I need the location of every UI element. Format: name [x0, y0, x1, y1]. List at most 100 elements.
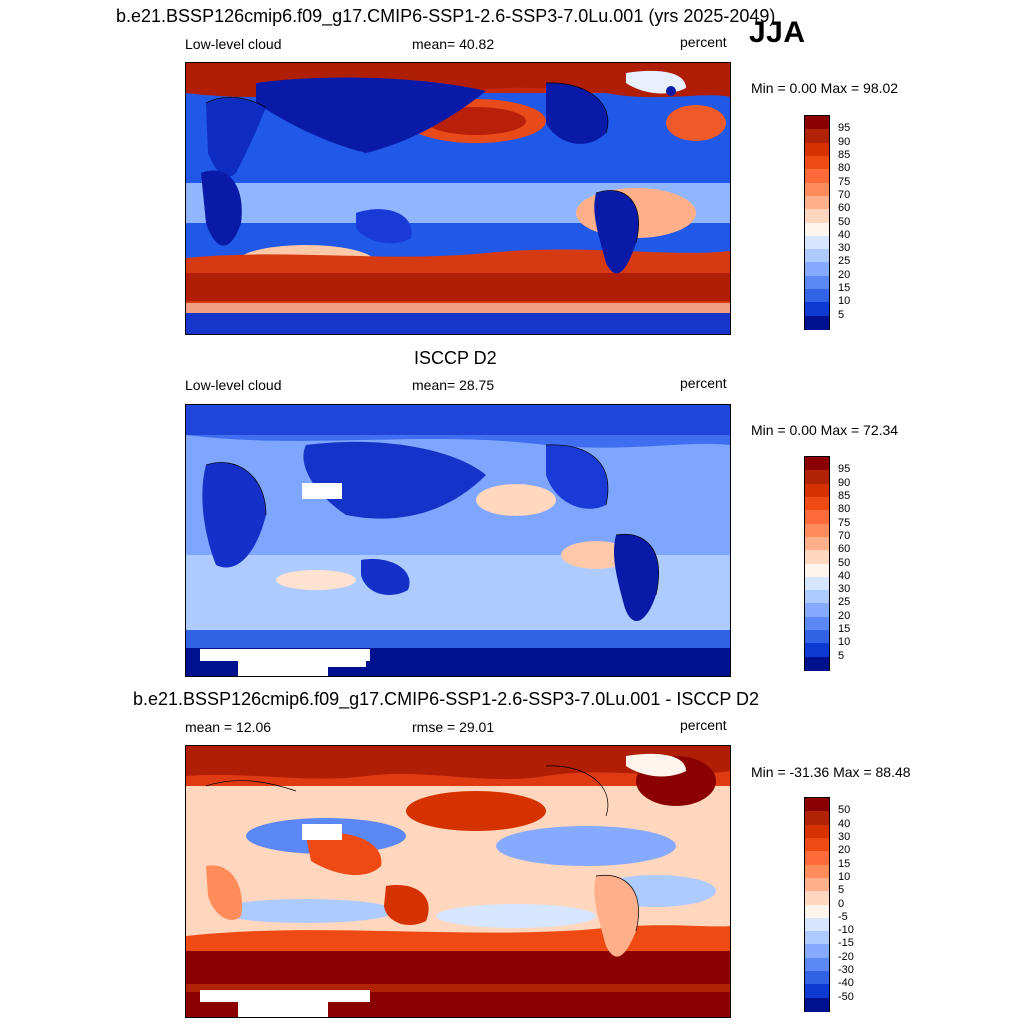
- colorbar-tick-label: 50: [838, 804, 851, 817]
- colorbar-tick-label: 5: [838, 649, 845, 662]
- panel1-units-label: percent: [680, 34, 727, 50]
- panel1-minmax: Min = 0.00 Max = 98.02: [751, 80, 899, 96]
- colorbar-swatch: [805, 997, 829, 1012]
- colorbar-swatch: [805, 603, 829, 618]
- colorbar-tick-label: -10: [838, 924, 854, 937]
- colorbar-swatch: [805, 811, 829, 826]
- colorbar-swatch: [805, 904, 829, 919]
- colorbar-swatch: [805, 169, 829, 184]
- colorbar-tick-label: 10: [838, 870, 851, 883]
- panel3-title: b.e21.BSSP126cmip6.f09_g17.CMIP6-SSP1-2.…: [133, 689, 760, 709]
- colorbar-swatch: [805, 798, 829, 812]
- colorbar-swatch: [805, 235, 829, 250]
- colorbar-tick-label: 30: [838, 242, 851, 255]
- colorbar-swatch: [805, 182, 829, 197]
- colorbar-swatch: [805, 496, 829, 511]
- panel1-map: [185, 62, 731, 335]
- colorbar-swatch: [805, 155, 829, 170]
- colorbar-swatch: [805, 275, 829, 290]
- colorbar-tick-label: 30: [838, 583, 851, 596]
- colorbar-swatch: [805, 643, 829, 658]
- season-label: JJA: [749, 16, 806, 49]
- colorbar-swatch: [805, 984, 829, 999]
- colorbar-swatch: [805, 195, 829, 210]
- panel2-mean-label: mean= 28.75: [412, 377, 495, 393]
- colorbar-swatch: [805, 536, 829, 551]
- colorbar-swatch: [805, 470, 829, 485]
- colorbar-tick-label: 50: [838, 215, 851, 228]
- colorbar-swatch: [805, 864, 829, 879]
- colorbar-swatch: [805, 576, 829, 591]
- colorbar-tick-label: -5: [838, 910, 848, 923]
- panel3-minmax: Min = -31.36 Max = 88.48: [751, 764, 911, 780]
- colorbar-tick-label: 0: [838, 897, 845, 910]
- colorbar-swatch: [805, 917, 829, 932]
- panel2-units-label: percent: [680, 375, 727, 391]
- colorbar-tick-label: 20: [838, 844, 851, 857]
- colorbar-tick-label: 15: [838, 282, 851, 295]
- colorbar-tick-label: -15: [838, 937, 854, 950]
- colorbar-tick-label: 5: [838, 884, 845, 897]
- colorbar-tick-label: 90: [838, 476, 851, 489]
- colorbar-tick-label: 70: [838, 529, 851, 542]
- colorbar-tick-label: 75: [838, 175, 851, 188]
- colorbar-swatch: [805, 971, 829, 985]
- colorbar-swatch: [805, 837, 829, 852]
- colorbar-tick-label: 90: [838, 135, 851, 148]
- colorbar-swatch: [805, 616, 829, 631]
- colorbar-tick-label: 80: [838, 503, 851, 516]
- colorbar-swatch: [805, 550, 829, 564]
- colorbar-tick-label: 20: [838, 268, 851, 281]
- colorbar-tick-label: 20: [838, 609, 851, 622]
- colorbar-swatch: [805, 116, 829, 130]
- panel3-units-label: percent: [680, 717, 727, 733]
- colorbar-tick-label: 25: [838, 255, 851, 268]
- panel2-title: ISCCP D2: [414, 348, 497, 368]
- colorbar-swatch: [805, 249, 829, 263]
- panel1-mean-label: mean= 40.82: [412, 36, 495, 52]
- colorbar-tick-label: 85: [838, 489, 851, 502]
- colorbar-tick-label: 95: [838, 122, 851, 135]
- colorbar-tick-label: 75: [838, 516, 851, 529]
- colorbar-tick-label: 30: [838, 830, 851, 843]
- colorbar-swatch: [805, 510, 829, 525]
- colorbar-swatch: [805, 877, 829, 892]
- panel3-rmse-label: rmse = 29.01: [412, 719, 495, 735]
- colorbar-swatch: [805, 209, 829, 223]
- colorbar-swatch: [805, 483, 829, 498]
- colorbar-swatch: [805, 630, 829, 644]
- colorbar-tick-label: 50: [838, 556, 851, 569]
- panel1-colorbar: 95 90 85 80 75 70 60 50 40 30 25 20 15 10 5: [804, 115, 850, 330]
- colorbar-tick-label: 70: [838, 188, 851, 201]
- panel2-minmax: Min = 0.00 Max = 72.34: [751, 422, 899, 438]
- colorbar-tick-label: 40: [838, 817, 851, 830]
- colorbar-swatch: [805, 944, 829, 959]
- colorbar-tick-label: 80: [838, 162, 851, 175]
- colorbar-tick-label: 40: [838, 228, 851, 241]
- colorbar-swatch: [805, 289, 829, 303]
- panel2-variable-label: Low-level cloud: [185, 377, 282, 393]
- colorbar-tick-label: 60: [838, 202, 851, 215]
- colorbar-swatch: [805, 824, 829, 839]
- colorbar-swatch: [805, 590, 829, 604]
- colorbar-swatch: [805, 891, 829, 905]
- colorbar-swatch: [805, 222, 829, 237]
- colorbar-tick-label: 5: [838, 308, 845, 321]
- colorbar-tick-label: 40: [838, 569, 851, 582]
- panel2-colorbar: 95 90 85 80 75 70 60 50 40 30 25 20 15 10 5: [804, 456, 850, 671]
- colorbar-swatch: [805, 262, 829, 277]
- colorbar-tick-label: 95: [838, 463, 851, 476]
- panel3-colorbar: 50 40 30 20 15 10 5 0 -5 -10 -15 -20 -30 -40 -50: [804, 797, 854, 1012]
- colorbar-tick-label: 15: [838, 857, 851, 870]
- panel3-mean-label: mean = 12.06: [185, 719, 272, 735]
- panel2-map: [185, 404, 731, 677]
- panel3-map: [185, 745, 731, 1018]
- colorbar-swatch: [805, 315, 829, 330]
- colorbar-tick-label: 85: [838, 148, 851, 161]
- colorbar-swatch: [805, 563, 829, 578]
- panel1-variable-label: Low-level cloud: [185, 36, 282, 52]
- colorbar-swatch: [805, 129, 829, 144]
- panel1-title: b.e21.BSSP126cmip6.f09_g17.CMIP6-SSP1-2.…: [116, 6, 776, 26]
- colorbar-tick-label: 15: [838, 623, 851, 636]
- colorbar-tick-label: -50: [838, 990, 854, 1003]
